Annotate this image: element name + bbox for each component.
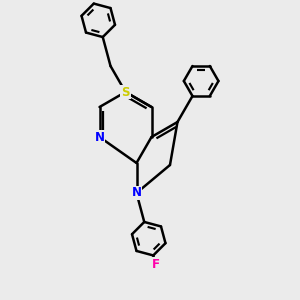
Text: N: N (121, 85, 130, 98)
Text: N: N (94, 130, 104, 143)
Text: S: S (121, 85, 130, 98)
Text: F: F (152, 258, 160, 271)
Text: N: N (131, 187, 142, 200)
